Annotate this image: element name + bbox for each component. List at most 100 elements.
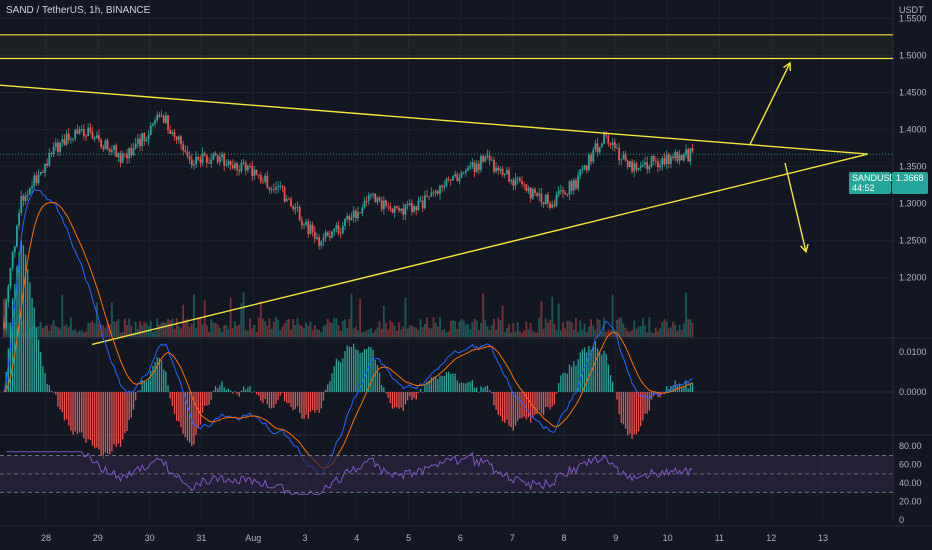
volume-bar: [264, 320, 267, 337]
candle-body: [180, 136, 182, 145]
time-tick-label: 12: [766, 533, 776, 543]
volume-bar: [363, 331, 366, 337]
volume-bar: [365, 330, 368, 337]
volume-bar: [538, 317, 541, 337]
candle-body: [288, 198, 290, 200]
candle-body: [685, 149, 687, 155]
volume-bar: [529, 322, 532, 337]
candle-body: [311, 224, 314, 232]
volume-bar: [337, 325, 340, 337]
candle-body: [160, 115, 163, 117]
candle-body: [458, 177, 461, 182]
volume-bar: [193, 294, 195, 337]
volume-bar: [540, 301, 543, 337]
symbol-title[interactable]: SAND / TetherUS, 1h, BINANCE: [6, 5, 151, 16]
volume-bar: [44, 325, 46, 337]
volume-bar: [344, 319, 346, 337]
candle-body: [184, 150, 187, 152]
volume-bar: [292, 318, 295, 337]
candle-body: [665, 154, 668, 165]
candle-body: [529, 187, 532, 199]
candle-body: [421, 200, 424, 209]
candle-body: [672, 156, 674, 159]
candle-body: [568, 181, 571, 195]
volume-bar: [596, 318, 599, 337]
candle-body: [113, 145, 115, 150]
time-tick-label: 9: [613, 533, 618, 543]
volume-bar: [190, 323, 193, 337]
candle-body: [322, 237, 325, 241]
candle-body: [564, 192, 567, 195]
candle-body: [156, 114, 159, 121]
candle-body: [348, 215, 351, 221]
volume-bar: [89, 322, 92, 337]
volume-bar: [305, 322, 308, 337]
candle-body: [24, 195, 27, 201]
volume-bar: [350, 293, 353, 337]
macd-pane[interactable]: [0, 188, 893, 476]
candle-body: [417, 200, 420, 210]
volume-bar: [423, 324, 426, 337]
volume-bar: [87, 322, 90, 337]
volume-bar: [182, 304, 185, 337]
volume-bar: [335, 318, 338, 337]
volume-bar: [78, 330, 81, 337]
candle-body: [44, 163, 46, 173]
candle-body: [121, 153, 124, 163]
candle-body: [547, 194, 549, 204]
candle-body: [177, 136, 180, 140]
volume-bar: [441, 330, 444, 337]
candle-body: [572, 180, 575, 191]
candle-body: [285, 198, 288, 202]
volume-bar: [201, 324, 204, 337]
drawing-ascending-trendline: [91, 153, 869, 346]
candle-body: [171, 132, 174, 134]
candle-body: [590, 154, 592, 162]
candlesticks[interactable]: [3, 110, 694, 333]
volume-bar: [171, 318, 174, 337]
candle-body: [644, 162, 646, 165]
candle-body: [402, 208, 405, 215]
candle-body: [61, 139, 64, 143]
candle-body: [447, 178, 450, 180]
drawing-tools[interactable]: [0, 61, 893, 346]
volume-bar: [523, 330, 526, 337]
rsi-tick-label: 40.00: [899, 478, 922, 488]
candle-body: [609, 143, 612, 146]
volume-bar: [322, 326, 325, 337]
candle-body: [132, 148, 135, 156]
candle-body: [264, 175, 267, 182]
rsi-tick-label: 80.00: [899, 441, 922, 451]
volume-bar: [527, 328, 530, 337]
candle-body: [352, 210, 355, 218]
candle-body: [16, 225, 18, 247]
candle-body: [111, 149, 113, 152]
volume-bar: [210, 319, 213, 337]
candle-body: [382, 200, 385, 210]
candle-body: [592, 150, 595, 162]
candle-body: [525, 184, 528, 191]
candle-body: [57, 142, 59, 152]
candle-body: [339, 233, 342, 234]
candle-body: [646, 162, 649, 170]
candle-body: [616, 147, 618, 149]
volume-bar: [629, 332, 631, 337]
time-axis[interactable]: 28 29 30 31 Aug 3 4 5 6 7 8 9 10 11 12 13: [0, 525, 932, 543]
volume-bar: [525, 321, 528, 337]
volume-bar: [508, 323, 510, 337]
volume-bar: [91, 320, 94, 337]
candle-body: [503, 173, 506, 175]
volume-bar: [218, 327, 221, 337]
price-axis[interactable]: USDT 1.5500 1.5000 1.4500 1.4000 1.3500 1.300…: [899, 5, 927, 525]
volume-bar: [197, 317, 200, 337]
volume-bar: [50, 324, 53, 337]
candle-body: [430, 192, 433, 197]
candle-body: [320, 240, 323, 246]
volume-bar: [382, 305, 385, 337]
rsi-pane[interactable]: [0, 451, 893, 495]
candle-body: [398, 208, 400, 211]
volume-bar: [577, 331, 580, 337]
candle-body: [514, 178, 517, 186]
volume-bar: [242, 292, 245, 337]
